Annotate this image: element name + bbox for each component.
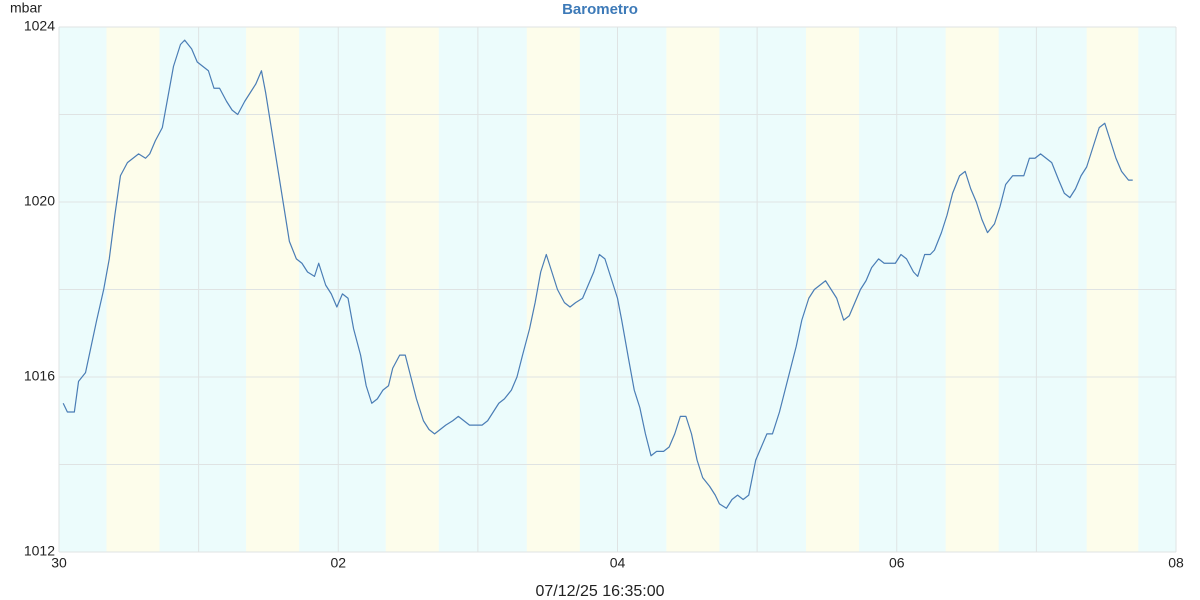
x-tick-label: 04 <box>610 555 626 571</box>
x-tick-label: 30 <box>51 555 67 571</box>
y-tick-label: 1024 <box>24 18 55 34</box>
y-tick-label: 1016 <box>24 368 55 384</box>
data-line <box>62 39 1133 509</box>
x-tick-label: 06 <box>889 555 905 571</box>
y-axis-label: mbar <box>10 0 42 16</box>
x-axis-label: 07/12/25 16:35:00 <box>535 583 664 600</box>
y-tick-label: 1020 <box>24 193 55 209</box>
y-tick-label: 1012 <box>24 543 55 559</box>
chart-title: Barometro <box>562 1 638 18</box>
x-tick-label: 02 <box>330 555 346 571</box>
x-tick-label: 08 <box>1168 555 1184 571</box>
